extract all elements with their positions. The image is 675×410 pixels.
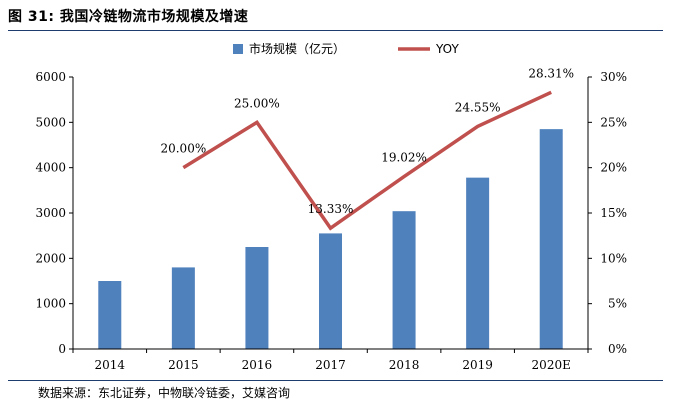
legend-swatch-bar	[233, 44, 243, 54]
yoy-label-2016: 25.00%	[234, 96, 280, 110]
x-tick-label: 2019	[462, 358, 493, 372]
yoy-label-2020E: 28.31%	[528, 66, 574, 80]
bar-2015	[171, 267, 195, 349]
x-tick-label: 2016	[242, 358, 273, 372]
yoy-label-2018: 19.02%	[381, 151, 427, 165]
legend-label-line: YOY	[435, 42, 459, 56]
y-right-tick-label: 15%	[600, 206, 627, 220]
data-labels: 20.00% 25.00% 13.33% 19.02% 24.55% 28.31%	[160, 66, 574, 216]
x-tick-label: 2014	[95, 358, 126, 372]
x-tick-label: 2018	[389, 358, 420, 372]
x-tick-label: 2017	[315, 358, 346, 372]
bar-2018	[392, 211, 416, 349]
yoy-label-2015: 20.00%	[160, 142, 206, 156]
bar-2016	[245, 247, 269, 349]
yoy-line-layer	[182, 90, 552, 231]
y-left-tick-label: 0	[58, 342, 66, 356]
bars	[98, 129, 563, 349]
bar-2014	[98, 281, 122, 349]
source-rule	[8, 380, 663, 381]
legend: 市场规模（亿元） YOY	[233, 41, 459, 56]
y-right-tick-label: 30%	[600, 70, 627, 84]
legend-label-bar: 市场规模（亿元）	[249, 41, 345, 56]
y-left-tick-label: 3000	[35, 206, 66, 220]
source-note: 数据来源：东北证券，中物联冷链委，艾媒咨询	[38, 386, 291, 400]
yoy-label-2017: 13.33%	[308, 202, 354, 216]
x-tick-label: 2015	[168, 358, 199, 372]
y-right-tick-label: 5%	[608, 297, 627, 311]
bar-2017	[319, 233, 342, 349]
y-left-tick-label: 6000	[35, 70, 66, 84]
y-left-tick-label: 4000	[35, 161, 66, 175]
bar-2020E	[539, 129, 563, 349]
title-rule	[8, 30, 663, 31]
axes: 0 1000 2000 3000 4000 5000 6000 0% 5% 10% 15% 20% 25…	[35, 70, 627, 372]
y-left-tick-label: 1000	[35, 297, 66, 311]
x-tick-label: 2020E	[532, 358, 571, 372]
figure-title: 图 31: 我国冷链物流市场规模及增速	[8, 9, 249, 25]
yoy-line	[182, 90, 552, 231]
y-right-tick-label: 0%	[608, 342, 627, 356]
y-right-tick-label: 10%	[600, 251, 627, 265]
y-left-tick-label: 2000	[35, 251, 66, 265]
y-right-tick-label: 20%	[600, 161, 627, 175]
y-left-tick-label: 5000	[35, 115, 66, 129]
yoy-label-2019: 24.55%	[455, 100, 501, 114]
y-right-tick-label: 25%	[600, 115, 627, 129]
bar-2019	[466, 177, 490, 349]
chart: 市场规模（亿元） YOY 0 1000 2000 3000 4000 5000 6000 0% 5…	[35, 41, 627, 372]
